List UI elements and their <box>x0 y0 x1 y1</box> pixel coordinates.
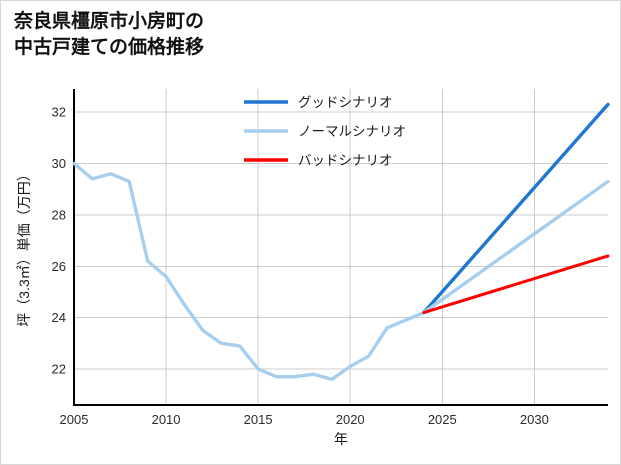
data-series-group <box>72 102 610 382</box>
y-tick-label: 26 <box>52 259 66 274</box>
x-tick-label: 2025 <box>428 412 457 427</box>
x-tick-label: 2020 <box>336 412 365 427</box>
series-line <box>422 254 610 315</box>
x-tick-label: 2030 <box>520 412 549 427</box>
x-axis-title: 年 <box>334 431 348 447</box>
x-tick-label: 2010 <box>152 412 181 427</box>
series-line <box>72 161 426 382</box>
x-tick-label: 2015 <box>244 412 273 427</box>
y-axis-title: 坪（3.3㎡）単価（万円） <box>16 167 32 326</box>
y-gridlines <box>74 111 608 370</box>
axis-spines <box>73 89 608 406</box>
y-tick-labels: 22 24 26 28 30 32 <box>52 105 66 377</box>
legend-label-normal: ノーマルシナリオ <box>298 124 406 139</box>
legend-label-good: グッドシナリオ <box>298 95 393 110</box>
series-line <box>422 179 610 315</box>
page-title: 奈良県橿原市小房町の 中古戸建ての価格推移 <box>14 11 205 58</box>
series-line <box>422 102 610 315</box>
y-tick-label: 28 <box>52 207 66 222</box>
legend-label-bad: バッドシナリオ <box>298 153 393 168</box>
x-tick-label: 2005 <box>60 412 89 427</box>
y-tick-label: 32 <box>52 105 66 120</box>
x-tick-labels: 2005 2010 2015 2020 2025 2030 <box>60 412 549 427</box>
y-tick-label: 30 <box>52 156 66 171</box>
y-tick-label: 24 <box>52 310 66 325</box>
y-tick-label: 22 <box>52 362 66 377</box>
